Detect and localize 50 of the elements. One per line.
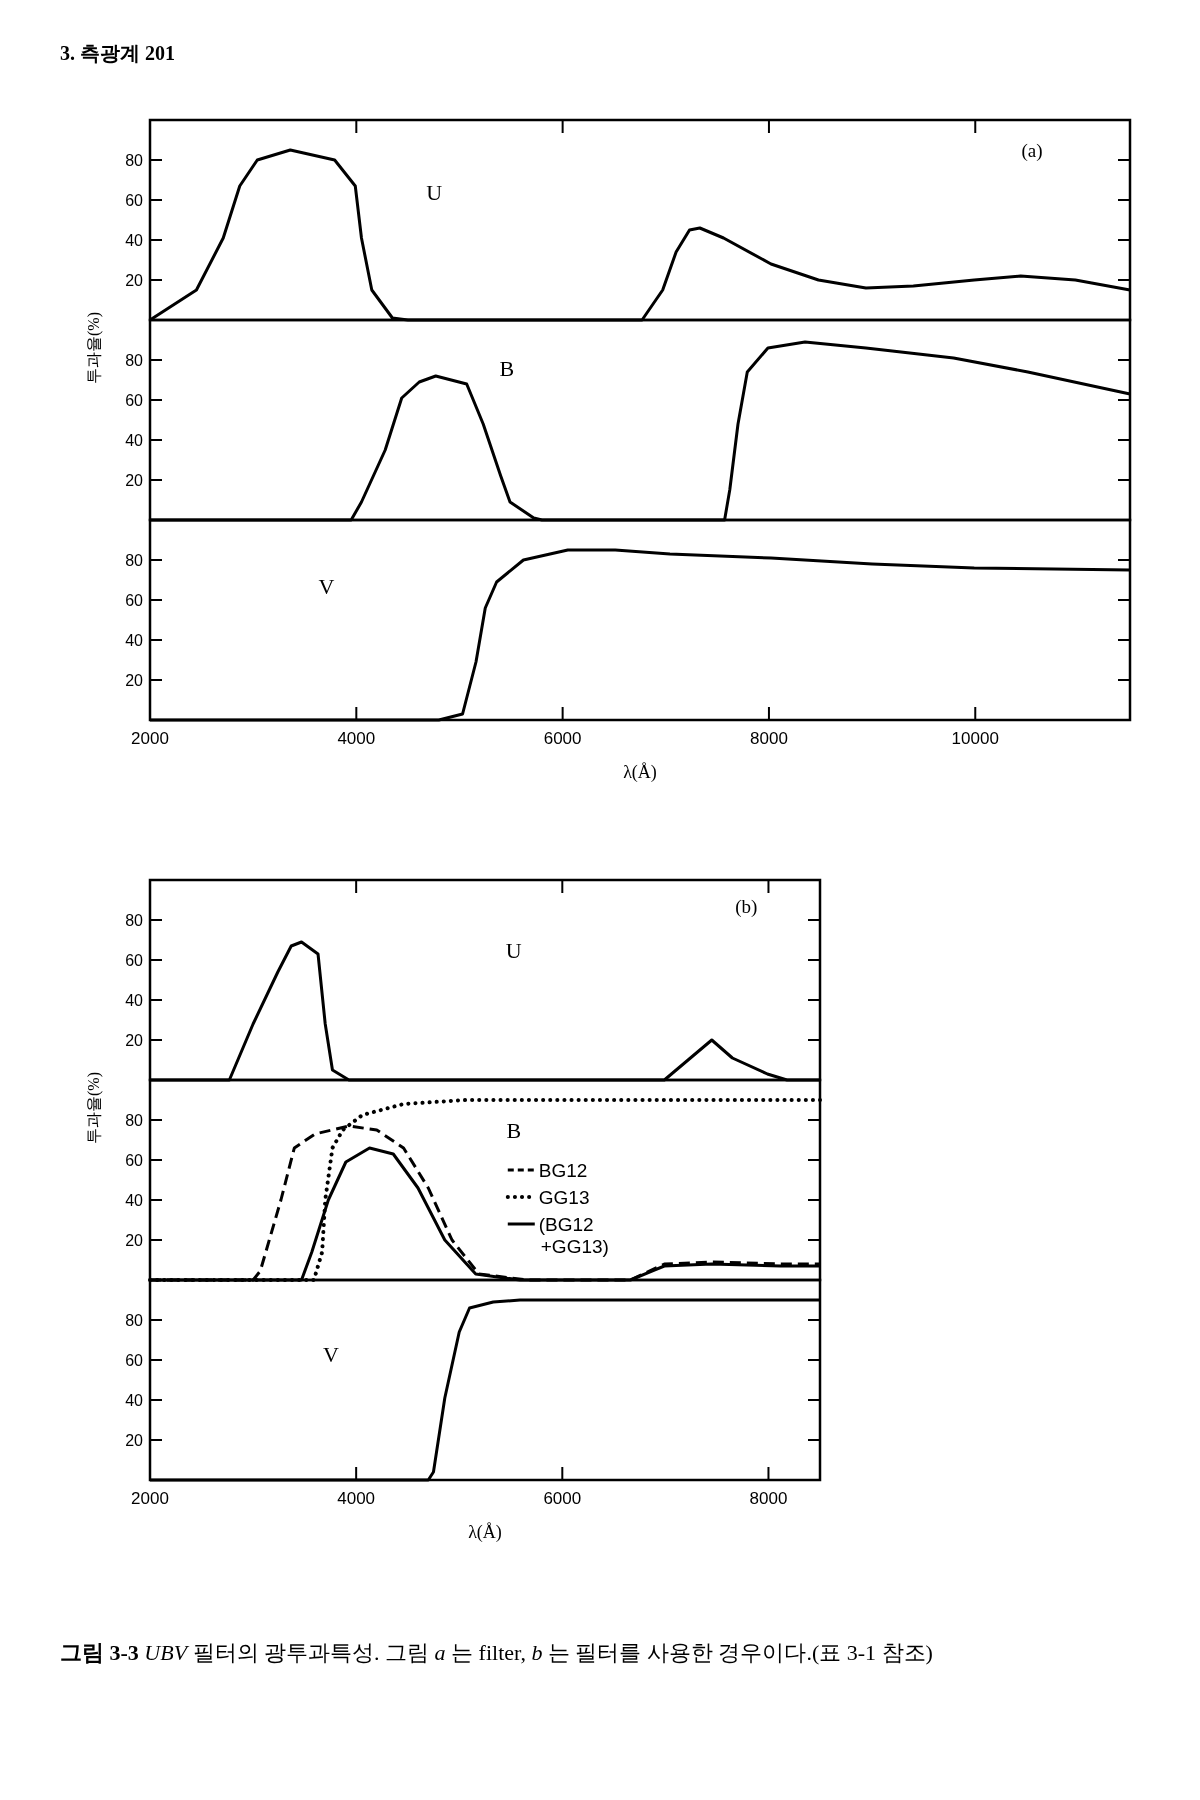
y-tick-label: 60 [125, 392, 144, 409]
y-tick-label: 20 [125, 272, 144, 289]
x-tick-label: 4000 [337, 729, 376, 748]
text: U [426, 180, 443, 205]
y-tick-label: 80 [125, 912, 144, 929]
text: V [322, 1342, 339, 1367]
x-tick-label: 6000 [543, 1489, 582, 1508]
y-tick-label: 60 [125, 1352, 144, 1369]
y-tick-label: 60 [125, 192, 144, 209]
y-tick-label: 20 [125, 1432, 144, 1449]
y-tick-label: 20 [125, 472, 144, 489]
x-tick-label: 2000 [131, 729, 169, 748]
y-tick-label: 80 [125, 152, 144, 169]
y-tick-label: 60 [125, 952, 144, 969]
y-tick-label: 80 [125, 352, 144, 369]
y-tick-label: 60 [125, 592, 144, 609]
text: 3. 측광계 201 [60, 42, 175, 64]
x-tick-label: 10000 [951, 729, 999, 748]
x-tick-label: 2000 [131, 1489, 169, 1508]
annotation: (b) [735, 896, 758, 918]
x-tick-label: 6000 [543, 729, 582, 748]
x-axis-title: λ(Å) [468, 1522, 502, 1543]
legend-label: (BG12 +GG13) [538, 1214, 609, 1257]
y-tick-label: 20 [125, 672, 144, 689]
y-axis-title: 투과율(%) [84, 1072, 103, 1144]
y-tick-label: 40 [125, 1192, 144, 1209]
x-tick-label: 8000 [749, 1489, 788, 1508]
x-tick-label: 8000 [750, 729, 788, 748]
text: B [506, 1118, 522, 1143]
y-tick-label: 80 [125, 552, 144, 569]
text: 그림 3-3 UBV 필터의 광투과특성. 그림 a 는 filter, b 는 필터를 사용한 경우이다.(표 3-1 참조) [60, 1640, 933, 1665]
x-tick-label: 4000 [337, 1489, 376, 1508]
y-tick-label: 40 [125, 232, 144, 249]
text: V [318, 574, 335, 599]
y-tick-label: 80 [125, 1312, 144, 1329]
y-tick-label: 80 [125, 1112, 144, 1129]
x-axis-title: λ(Å) [623, 762, 657, 783]
y-tick-label: 20 [125, 1232, 144, 1249]
annotation: (a) [1021, 140, 1043, 162]
y-axis-title: 투과율(%) [84, 312, 103, 384]
y-tick-label: 40 [125, 1392, 144, 1409]
y-tick-label: 60 [125, 1152, 144, 1169]
y-tick-label: 40 [125, 632, 144, 649]
legend-label: GG13 [538, 1187, 590, 1208]
y-tick-label: 20 [125, 1032, 144, 1049]
legend-label: BG12 [538, 1160, 588, 1181]
y-tick-label: 40 [125, 432, 144, 449]
text: U [505, 938, 522, 963]
y-tick-label: 40 [125, 992, 144, 1009]
text: B [499, 356, 515, 381]
